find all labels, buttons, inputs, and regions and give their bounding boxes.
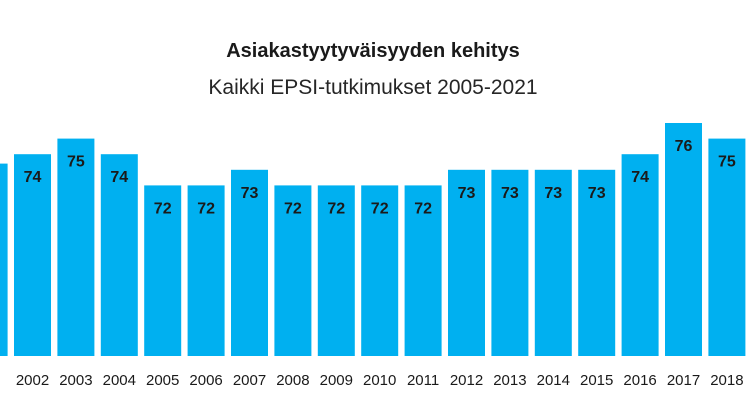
- x-tick-label-2011: 2011: [407, 372, 439, 389]
- data-label-2006: 72: [197, 200, 215, 217]
- bar-2010: [361, 185, 399, 356]
- bar-2018: [708, 138, 746, 356]
- data-label-2009: 72: [327, 200, 345, 217]
- bar-2011: [404, 185, 442, 356]
- bar-2006: [187, 185, 225, 356]
- data-label-2005: 72: [154, 200, 172, 217]
- x-tick-label-2010: 2010: [363, 372, 396, 389]
- data-label-2002: 74: [24, 169, 42, 186]
- data-label-2011: 72: [414, 200, 432, 217]
- data-label-2015: 73: [588, 185, 606, 202]
- bar-2014: [534, 169, 572, 356]
- bar-2001: [0, 163, 8, 356]
- bar-2015: [578, 169, 616, 356]
- bar-2016: [621, 154, 659, 356]
- bar-2017: [665, 123, 702, 356]
- data-label-2013: 73: [501, 185, 519, 202]
- chart-title: Asiakastyytyväisyyden kehitys: [226, 40, 520, 62]
- x-tick-label-2006: 2006: [189, 372, 222, 389]
- x-tick-label-2004: 2004: [103, 372, 136, 389]
- x-tick-label-2002: 2002: [16, 372, 49, 389]
- bar-2008: [274, 185, 312, 356]
- bar-2012: [448, 169, 485, 356]
- data-label-2010: 72: [371, 200, 389, 217]
- data-label-2003: 75: [67, 154, 85, 171]
- chart-subtitle: Kaikki EPSI-tutkimukset 2005-2021: [208, 76, 538, 99]
- data-label-2016: 74: [631, 169, 649, 186]
- x-tick-label-2003: 2003: [59, 372, 92, 389]
- data-label-2014: 73: [544, 185, 562, 202]
- bar-2003: [57, 138, 95, 356]
- x-tick-label-2009: 2009: [320, 372, 353, 389]
- bar-2002: [14, 154, 51, 356]
- x-tick-label-2008: 2008: [276, 372, 309, 389]
- x-tick-label-2013: 2013: [493, 372, 526, 389]
- bar-2004: [100, 154, 138, 356]
- x-tick-label-2012: 2012: [450, 372, 483, 389]
- data-label-2017: 76: [675, 138, 693, 155]
- x-tick-label-2005: 2005: [146, 372, 179, 389]
- bar-2013: [491, 169, 529, 356]
- data-label-2012: 73: [458, 185, 476, 202]
- data-label-2018: 75: [718, 154, 736, 171]
- x-tick-label-2018: 2018: [710, 372, 743, 389]
- x-tick-label-2014: 2014: [537, 372, 570, 389]
- x-tick-label-2015: 2015: [580, 372, 613, 389]
- x-tick-label-2017: 2017: [667, 372, 700, 389]
- data-label-2007: 73: [241, 185, 259, 202]
- x-tick-label-2007: 2007: [233, 372, 266, 389]
- bar-2005: [144, 185, 182, 356]
- bar-2009: [317, 185, 355, 356]
- data-label-2008: 72: [284, 200, 302, 217]
- data-label-2004: 74: [110, 169, 128, 186]
- bar-2007: [231, 169, 268, 356]
- x-tick-label-2016: 2016: [623, 372, 656, 389]
